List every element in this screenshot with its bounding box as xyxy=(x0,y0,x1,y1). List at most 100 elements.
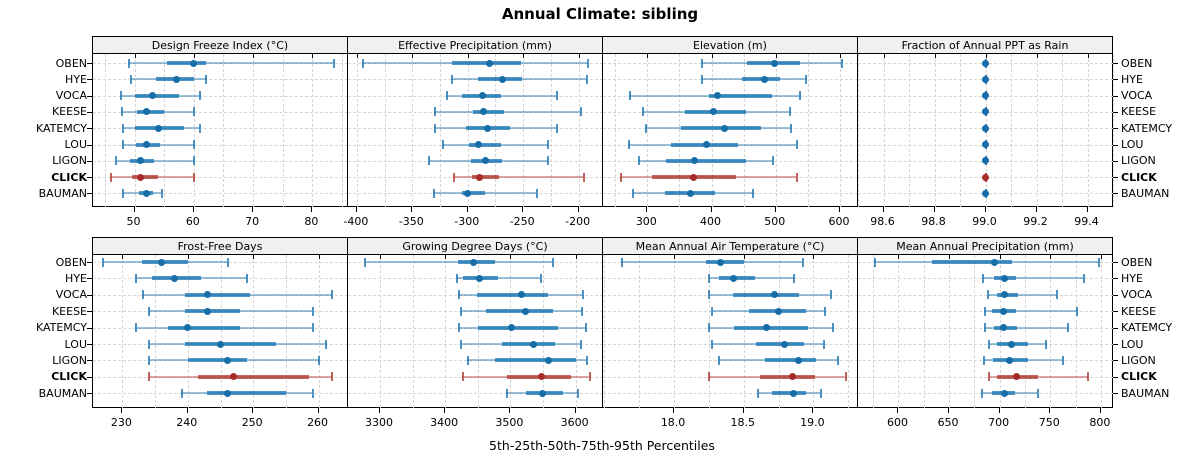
vertical-gridline xyxy=(445,255,447,408)
axis-tick-top xyxy=(883,54,885,58)
station-label-left: LIGON xyxy=(52,353,87,367)
whisker-cap-5th xyxy=(135,323,137,333)
axis-tick-label: -400 xyxy=(343,215,369,228)
whisker-cap-95th xyxy=(824,306,827,316)
station-tick-right xyxy=(1113,95,1118,97)
vertical-gridline xyxy=(1087,54,1089,207)
whisker-cap-95th xyxy=(555,91,558,101)
axis-tick-top xyxy=(379,255,381,259)
whisker-cap-5th xyxy=(632,188,635,198)
whisker-cap-5th xyxy=(982,355,985,365)
axis-tick-bottom xyxy=(355,207,357,212)
panel-plot-area xyxy=(92,255,348,408)
median-dot xyxy=(991,258,999,266)
vertical-gridline xyxy=(1050,255,1052,408)
whisker-cap-5th xyxy=(433,123,436,133)
horizontal-gridline xyxy=(93,160,348,162)
axis-tick-bottom xyxy=(411,207,413,212)
station-label-right: LOU xyxy=(1121,337,1144,351)
station-tick-left xyxy=(87,111,92,113)
whisker-cap-95th xyxy=(582,172,585,182)
median-dot xyxy=(171,274,179,282)
median-dot xyxy=(469,258,477,266)
whisker-cap-5th xyxy=(428,156,431,166)
whisker-cap-5th xyxy=(128,58,131,68)
whisker-cap-5th xyxy=(628,91,631,101)
axis-tick-bottom xyxy=(252,207,254,212)
whisker-cap-95th xyxy=(1044,339,1047,349)
vertical-gridline xyxy=(604,255,606,408)
whisker-cap-95th xyxy=(1061,355,1064,365)
panel-header: Mean Annual Air Temperature (°C) xyxy=(602,237,858,255)
vertical-gridline xyxy=(960,54,961,207)
station-tick-right xyxy=(1113,262,1118,263)
whisker-cap-5th xyxy=(644,123,647,133)
whisker-cap-5th xyxy=(619,172,622,182)
whisker-cap-95th xyxy=(582,290,585,300)
whisker-cap-5th xyxy=(708,372,711,382)
station-tick-left xyxy=(87,393,92,395)
median-dot xyxy=(1000,324,1008,332)
axis-tick-bottom xyxy=(1086,207,1088,212)
whisker-cap-5th xyxy=(466,355,469,365)
axis-tick-label: -200 xyxy=(565,215,591,228)
whisker-cap-95th xyxy=(160,188,163,198)
median-dot xyxy=(982,92,989,100)
horizontal-gridline xyxy=(348,311,603,313)
whisker-cap-5th xyxy=(711,339,714,349)
horizontal-gridline xyxy=(93,95,348,97)
whisker-cap-5th xyxy=(130,74,133,84)
vertical-gridline xyxy=(1100,255,1102,408)
median-dot xyxy=(794,356,802,364)
whisker-cap-95th xyxy=(331,290,334,300)
whisker-cap-95th xyxy=(822,339,825,349)
whisker-cap-95th xyxy=(1083,273,1086,283)
whisker-5-95 xyxy=(984,326,1068,329)
station-label-left: BAUMAN xyxy=(38,186,87,200)
box-25-75 xyxy=(486,309,553,314)
vertical-gridline xyxy=(523,54,525,207)
box-25-75 xyxy=(732,292,800,297)
whisker-cap-5th xyxy=(148,306,151,316)
station-label-right: CLICK xyxy=(1121,370,1157,384)
median-dot xyxy=(481,157,489,165)
station-label-right: CLICK xyxy=(1121,170,1157,184)
vertical-gridline xyxy=(155,255,157,408)
axis-tick-top xyxy=(1050,255,1052,259)
horizontal-gridline xyxy=(858,376,1113,378)
whisker-cap-5th xyxy=(361,58,364,68)
whisker-cap-5th xyxy=(102,257,105,267)
median-dot xyxy=(521,307,529,315)
vertical-gridline xyxy=(840,54,841,207)
station-label-left: LOU xyxy=(64,138,87,151)
axis-tick-bottom xyxy=(121,408,123,413)
chart-title: Annual Climate: sibling xyxy=(501,5,699,23)
whisker-cap-95th xyxy=(585,74,588,84)
panel-plot-area xyxy=(857,54,1114,207)
whisker-cap-5th xyxy=(432,188,435,198)
median-dot xyxy=(686,189,694,197)
axis-tick-top xyxy=(510,255,512,259)
vertical-gridline xyxy=(743,54,745,207)
station-tick-left xyxy=(87,79,92,81)
whisker-cap-95th xyxy=(789,107,792,117)
axis-tick-bottom xyxy=(186,408,188,413)
station-label-right: KEESE xyxy=(1121,105,1157,119)
horizontal-gridline xyxy=(348,294,603,296)
station-label-right: KEESE xyxy=(1121,304,1157,318)
axis-tick-label: 99.2 xyxy=(1023,215,1048,228)
axis-tick-bottom xyxy=(812,408,814,413)
box-25-75 xyxy=(187,358,247,363)
median-dot xyxy=(790,389,798,397)
station-label-right: OBEN xyxy=(1121,56,1153,70)
whisker-cap-95th xyxy=(844,372,847,382)
axis-tick-bottom xyxy=(1035,207,1037,212)
whisker-cap-5th xyxy=(441,140,444,149)
axis-tick-label: 260 xyxy=(307,416,329,429)
whisker-cap-95th xyxy=(772,156,775,166)
whisker-cap-5th xyxy=(122,188,125,198)
whisker-cap-5th xyxy=(627,140,630,149)
vertical-gridline xyxy=(575,255,577,408)
panel-plot-area xyxy=(92,54,348,207)
whisker-cap-5th xyxy=(120,91,123,101)
